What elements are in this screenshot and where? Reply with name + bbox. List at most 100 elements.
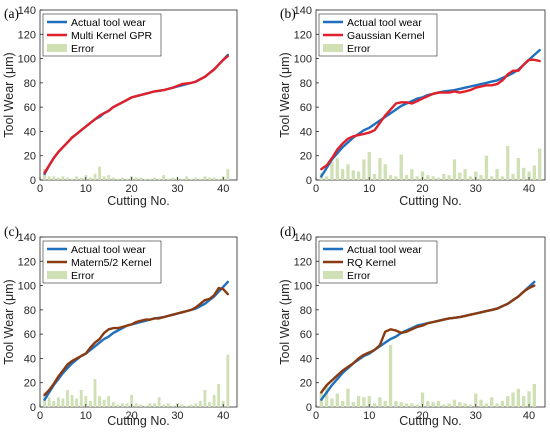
error-bar	[346, 388, 350, 407]
error-bar	[111, 402, 115, 407]
error-bar	[458, 402, 462, 407]
error-bar	[198, 400, 202, 407]
error-bar	[394, 176, 398, 180]
error-bar	[79, 177, 83, 180]
error-bar	[420, 392, 425, 407]
error-bar	[484, 403, 489, 407]
error-bar	[463, 403, 467, 407]
legend-entry: Error	[71, 270, 95, 282]
y-tick-label: 80	[300, 78, 312, 90]
legend-entry: Multi Kernel GPR	[71, 30, 153, 42]
x-tick-label: 30	[171, 183, 183, 195]
error-bar	[134, 177, 138, 180]
error-bar	[107, 396, 111, 407]
error-bar	[346, 164, 350, 180]
error-bar	[447, 403, 451, 407]
x-tick-label: 0	[313, 410, 319, 422]
error-bar	[56, 397, 60, 407]
x-axis-label: Cutting No.	[399, 414, 462, 428]
error-bar	[171, 405, 175, 407]
error-bar	[351, 402, 355, 407]
y-tick-label: 0	[306, 175, 312, 187]
error-bar	[340, 400, 345, 407]
x-tick-label: 10	[80, 183, 92, 195]
x-tick-label: 30	[171, 410, 183, 422]
legend-entry: Matern5/2 Kernel	[71, 257, 152, 269]
error-bar	[125, 403, 129, 407]
error-bar	[166, 178, 170, 180]
error-bar	[47, 397, 51, 407]
error-bar	[506, 146, 510, 180]
error-bar	[394, 400, 398, 407]
legend-entry: Error	[347, 270, 371, 282]
x-tick-label: 0	[313, 183, 319, 195]
error-bar	[516, 158, 521, 180]
panel-d: 0 10 20 30 40 0 20 40 60 80 100 120 140 Cutting No. To…	[278, 224, 546, 428]
error-bar	[383, 164, 387, 180]
error-bar	[388, 175, 393, 180]
error-bar	[388, 345, 393, 407]
error-bar	[367, 152, 371, 180]
error-bar	[70, 394, 74, 407]
error-bar	[383, 400, 387, 407]
y-tick-label: 60	[24, 329, 36, 341]
error-bar	[157, 397, 161, 407]
error-bar	[495, 169, 499, 180]
error-bar	[372, 403, 377, 407]
error-bar	[157, 178, 161, 180]
error-bar	[185, 405, 189, 407]
error-bar	[153, 403, 156, 407]
error-bar	[399, 402, 403, 407]
error-bar	[61, 398, 65, 407]
y-tick-label: 120	[294, 29, 312, 41]
error-bar	[139, 404, 143, 407]
error-bar	[98, 396, 101, 407]
error-bar	[116, 404, 120, 407]
error-bar	[153, 177, 156, 180]
error-bar	[447, 175, 451, 180]
y-tick-label: 120	[18, 29, 36, 41]
error-bar	[330, 398, 334, 407]
error-bar	[436, 177, 441, 180]
error-bar	[194, 177, 198, 180]
model-prediction-line	[43, 286, 230, 397]
error-bar	[198, 178, 202, 180]
error-bar	[217, 383, 221, 407]
error-bar	[143, 405, 147, 407]
error-bar	[335, 393, 339, 407]
x-tick-label: 30	[470, 410, 482, 422]
error-bar	[221, 400, 225, 407]
legend-entry: Actual tool wear	[71, 244, 146, 256]
y-tick-label: 140	[18, 232, 36, 244]
error-bar	[111, 177, 115, 180]
error-bar	[484, 155, 489, 180]
y-tick-label: 140	[294, 5, 312, 17]
legend-entry: Actual tool wear	[347, 17, 422, 29]
error-bar	[378, 397, 382, 407]
error-bar	[474, 171, 478, 180]
error-bar	[139, 177, 143, 180]
x-tick-label: 20	[126, 183, 138, 195]
error-bar	[335, 158, 339, 180]
error-bar	[180, 404, 184, 407]
error-bar	[490, 176, 494, 180]
error-bar	[399, 154, 403, 180]
x-axis-label: Cutting No.	[107, 414, 170, 428]
error-bar	[162, 404, 166, 407]
error-bar	[500, 176, 505, 180]
y-tick-label: 80	[300, 305, 312, 317]
y-tick-label: 20	[24, 378, 36, 390]
error-bar	[404, 175, 409, 180]
error-bar	[426, 400, 430, 407]
panel-label: (b)	[280, 6, 296, 21]
panel-label: (d)	[280, 224, 296, 239]
error-bar	[166, 403, 170, 407]
error-bar	[116, 178, 120, 180]
error-bar	[203, 176, 207, 180]
error-bar	[212, 177, 216, 180]
y-tick-label: 0	[30, 402, 36, 414]
error-bar	[226, 354, 230, 407]
error-bar	[372, 173, 377, 180]
